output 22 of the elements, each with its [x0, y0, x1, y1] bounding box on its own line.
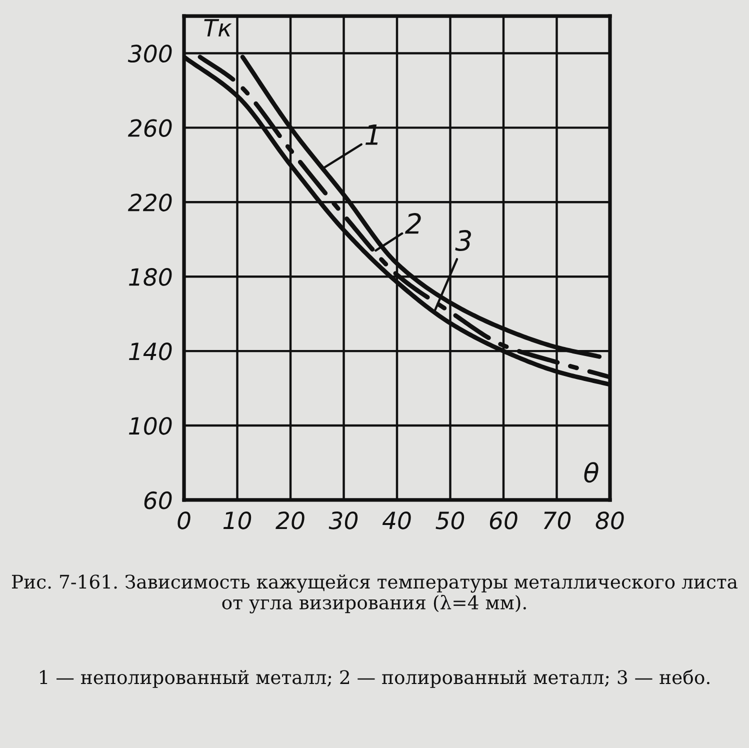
x-tick-label: 40 — [382, 511, 411, 530]
y-tick-label: 220 — [128, 194, 172, 212]
text: 1 — неполированный металл; 2 — полированный металл; 3 — небо. — [40, 669, 710, 688]
y-tick-label: 100 — [129, 416, 172, 435]
y-tick-label: 300 — [128, 44, 172, 63]
x-tick-label: 60 — [490, 511, 518, 530]
y-tick-label: 60 — [144, 491, 172, 510]
annotation: 3 — [455, 230, 471, 252]
x-tick-label: 0 — [178, 511, 190, 530]
x-tick-label: 50 — [436, 511, 464, 530]
text: Рис. 7-161. Зависимость кажущейся температуры металлического листа от угла визирования (λ=4 мм). — [12, 574, 738, 614]
annotation: 2 — [404, 213, 421, 234]
x-tick-label: 30 — [328, 511, 358, 530]
x-tick-label: 80 — [596, 511, 624, 530]
x-tick-label: 10 — [223, 511, 252, 530]
y-tick-label: 140 — [129, 342, 172, 360]
y-tick-label: 260 — [128, 119, 172, 137]
x-tick-label: 20 — [276, 511, 304, 530]
x-tick-label: 70 — [544, 511, 571, 530]
y-tick-label: 180 — [129, 268, 172, 286]
x-axis-title: θ — [584, 462, 598, 483]
y-axis-title: Tк — [204, 19, 232, 36]
